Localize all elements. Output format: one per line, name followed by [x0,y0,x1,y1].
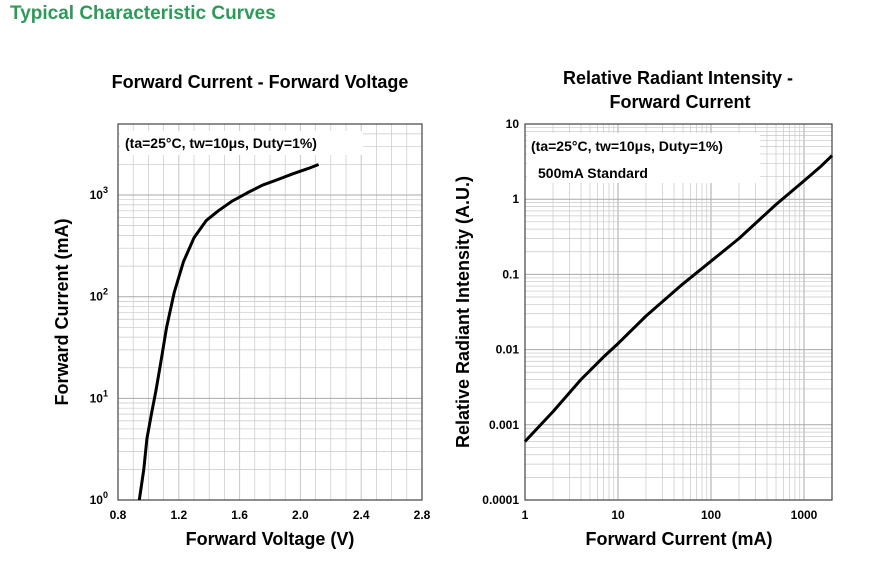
chart1-title: Forward Current - Forward Voltage [112,72,409,92]
chart1-y-tick-label: 100 [90,490,108,507]
chart2-x-label: Forward Current (mA) [585,529,772,549]
chart1-grid [118,124,422,500]
chart1-x-tick-label: 1.2 [170,508,187,522]
chart2-y-tick-label: 0.01 [496,343,520,357]
chart1-x-tick-label: 2.4 [353,508,370,522]
chart1-y-tick-label: 102 [90,287,108,304]
chart2-y-label: Relative Radiant Intensity (A.U.) [453,176,473,448]
chart2-y-ticks: 0.0001 0.001 0.01 0.1 1 10 [482,117,519,507]
chart2-x-tick-label: 10 [611,508,625,522]
chart2-x-ticks: 1 10 100 1000 [522,508,818,522]
chart1-plot-frame [117,123,423,501]
chart2-y-tick-label: 0.1 [502,267,519,281]
chart-forward-current-voltage: Forward Current - Forward Voltage (ta=25… [52,72,431,549]
chart2-x-tick-label: 100 [701,508,721,522]
chart2-x-tick-label: 1 [522,508,529,522]
chart2-annotation-standard: 500mA Standard [538,165,648,181]
chart1-x-label: Forward Voltage (V) [186,529,355,549]
chart1-annotation-bg [120,131,363,155]
chart2-annotation: (ta=25°C, tw=10μs, Duty=1%) [531,138,723,154]
chart1-annotation: (ta=25°C, tw=10μs, Duty=1%) [125,135,317,151]
chart2-y-tick-label: 0.0001 [482,493,519,507]
chart2-title-line1: Relative Radiant Intensity - [563,68,793,88]
chart1-y-tick-label: 101 [90,388,108,405]
chart2-title-line2: Forward Current [609,92,750,112]
chart2-y-tick-label: 10 [506,117,520,131]
chart2-y-tick-label: 0.001 [489,418,519,432]
section-title: Typical Characteristic Curves [10,3,276,24]
chart2-plot-frame [524,123,833,501]
chart1-x-tick-label: 0.8 [110,508,127,522]
chart1-series-line [137,163,320,501]
chart1-x-tick-label: 2.0 [292,508,309,522]
chart-radiant-intensity-current: Relative Radiant Intensity - Forward Cur… [453,68,834,549]
chart1-y-ticks: 100 101 102 103 [90,185,108,507]
chart2-series-line [523,154,834,443]
chart1-x-tick-label: 2.8 [414,508,431,522]
chart1-x-tick-label: 1.6 [231,508,248,522]
chart2-x-tick-label: 1000 [791,508,818,522]
chart2-y-tick-label: 1 [512,192,519,206]
chart1-y-label: Forward Current (mA) [52,218,72,405]
chart1-x-ticks: 0.8 1.2 1.6 2.0 2.4 2.8 [110,508,431,522]
chart2-annotation-bg [527,133,760,183]
chart1-y-tick-label: 103 [90,185,108,202]
